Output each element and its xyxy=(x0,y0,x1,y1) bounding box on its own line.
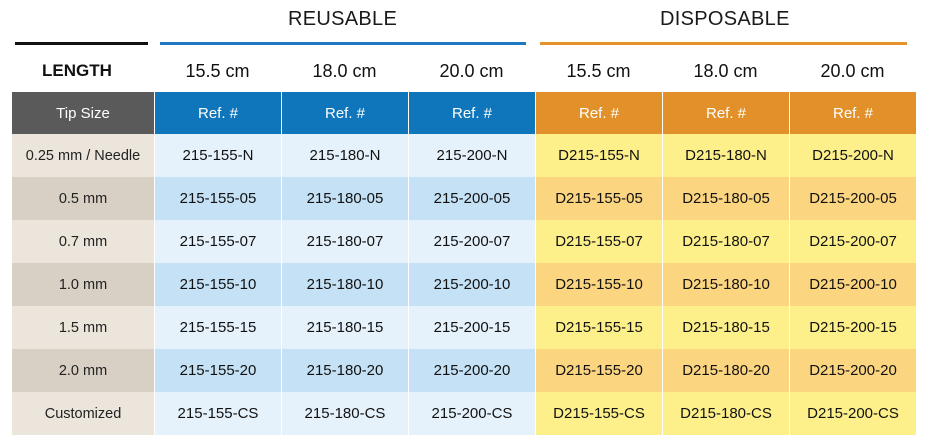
reusable-ref-cell: 215-180-07 xyxy=(282,220,409,263)
disposable-ref-header: Ref. # xyxy=(663,92,790,134)
disposable-ref-cell: D215-200-20 xyxy=(790,349,916,392)
reusable-ref-cell: 215-180-05 xyxy=(282,177,409,220)
disposable-ref-cell: D215-155-07 xyxy=(536,220,663,263)
tip-size-cell: Customized xyxy=(12,392,155,435)
reusable-ref-cell: 215-180-15 xyxy=(282,306,409,349)
disposable-ref-cell: D215-200-15 xyxy=(790,306,916,349)
table-header-row: Tip Size Ref. # Ref. # Ref. # Ref. # Ref. # Re… xyxy=(12,92,916,134)
reusable-ref-cell: 215-155-07 xyxy=(155,220,282,263)
length-value: 18.0 cm xyxy=(312,60,377,81)
disposable-ref-cell: D215-180-07 xyxy=(663,220,790,263)
reusable-ref-cell: 215-200-N xyxy=(409,134,536,177)
length-row: LENGTH 15.5 cm 18.0 cm 20.0 cm 15.5 cm 1… xyxy=(0,52,931,90)
reusable-ref-cell: 215-155-15 xyxy=(155,306,282,349)
reusable-ref-cell: 215-180-10 xyxy=(282,263,409,306)
reusable-ref-cell: 215-200-20 xyxy=(409,349,536,392)
table-row: 0.25 mm / Needle 215-155-N 215-180-N 215-20… xyxy=(12,134,916,177)
length-value: 18.0 cm xyxy=(693,60,758,81)
reusable-ref-cell: 215-155-10 xyxy=(155,263,282,306)
disposable-group-title: DISPOSABLE xyxy=(660,8,790,30)
tip-size-cell: 0.5 mm xyxy=(12,177,155,220)
reusable-ref-cell: 215-155-CS xyxy=(155,392,282,435)
reusable-ref-cell: 215-155-N xyxy=(155,134,282,177)
tip-size-cell: 0.7 mm xyxy=(12,220,155,263)
disposable-ref-header: Ref. # xyxy=(536,92,663,134)
tip-size-cell: 1.0 mm xyxy=(12,263,155,306)
table-row: Customized 215-155-CS 215-180-CS 215-200-CS… xyxy=(12,392,916,435)
disposable-ref-cell: D215-180-N xyxy=(663,134,790,177)
reference-table: Tip Size Ref. # Ref. # Ref. # Ref. # Ref. # Re… xyxy=(12,92,916,435)
disposable-ref-cell: D215-155-05 xyxy=(536,177,663,220)
disposable-ref-cell: D215-200-05 xyxy=(790,177,916,220)
disposable-ref-cell: D215-155-15 xyxy=(536,306,663,349)
disposable-ref-cell: D215-155-CS xyxy=(536,392,663,435)
disposable-ref-cell: D215-180-10 xyxy=(663,263,790,306)
disposable-ref-cell: D215-200-10 xyxy=(790,263,916,306)
reusable-ref-cell: 215-200-CS xyxy=(409,392,536,435)
length-value: 15.5 cm xyxy=(185,60,250,81)
reusable-ref-cell: 215-200-10 xyxy=(409,263,536,306)
table-row: 1.0 mm 215-155-10 215-180-10 215-200-10 D215… xyxy=(12,263,916,306)
length-value: 20.0 cm xyxy=(439,60,504,81)
reusable-ref-cell: 215-200-05 xyxy=(409,177,536,220)
length-group-underline xyxy=(15,42,148,45)
disposable-ref-cell: D215-200-CS xyxy=(790,392,916,435)
disposable-ref-cell: D215-180-15 xyxy=(663,306,790,349)
reusable-ref-cell: 215-180-CS xyxy=(282,392,409,435)
length-value: 15.5 cm xyxy=(566,60,631,81)
disposable-ref-cell: D215-155-N xyxy=(536,134,663,177)
reusable-ref-cell: 215-200-15 xyxy=(409,306,536,349)
disposable-ref-cell: D215-200-N xyxy=(790,134,916,177)
disposable-ref-cell: D215-180-05 xyxy=(663,177,790,220)
reusable-ref-cell: 215-155-20 xyxy=(155,349,282,392)
group-header-row: REUSABLE DISPOSABLE xyxy=(0,0,931,46)
table-row: 1.5 mm 215-155-15 215-180-15 215-200-15 D215… xyxy=(12,306,916,349)
disposable-ref-cell: D215-155-20 xyxy=(536,349,663,392)
reusable-ref-cell: 215-180-N xyxy=(282,134,409,177)
disposable-group-underline xyxy=(540,42,907,45)
disposable-ref-cell: D215-180-20 xyxy=(663,349,790,392)
table-row: 0.7 mm 215-155-07 215-180-07 215-200-07 D215… xyxy=(12,220,916,263)
reusable-ref-header: Ref. # xyxy=(155,92,282,134)
tip-size-header: Tip Size xyxy=(12,92,155,134)
disposable-ref-cell: D215-155-10 xyxy=(536,263,663,306)
reusable-ref-cell: 215-200-07 xyxy=(409,220,536,263)
reusable-ref-cell: 215-180-20 xyxy=(282,349,409,392)
table-row: 0.5 mm 215-155-05 215-180-05 215-200-05 D215… xyxy=(12,177,916,220)
tip-size-cell: 0.25 mm / Needle xyxy=(12,134,155,177)
disposable-ref-cell: D215-200-07 xyxy=(790,220,916,263)
disposable-ref-header: Ref. # xyxy=(790,92,916,134)
tip-size-cell: 2.0 mm xyxy=(12,349,155,392)
reusable-group-title: REUSABLE xyxy=(288,8,398,30)
length-label: LENGTH xyxy=(42,61,112,80)
length-value: 20.0 cm xyxy=(820,60,885,81)
table-row: 2.0 mm 215-155-20 215-180-20 215-200-20 D215… xyxy=(12,349,916,392)
reusable-ref-cell: 215-155-05 xyxy=(155,177,282,220)
reusable-ref-header: Ref. # xyxy=(282,92,409,134)
disposable-ref-cell: D215-180-CS xyxy=(663,392,790,435)
reusable-group-underline xyxy=(160,42,526,45)
reusable-ref-header: Ref. # xyxy=(409,92,536,134)
tip-size-cell: 1.5 mm xyxy=(12,306,155,349)
